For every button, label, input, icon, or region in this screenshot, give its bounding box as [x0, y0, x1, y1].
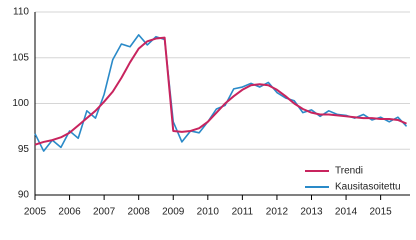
y-tick-label: 110 — [13, 7, 29, 18]
x-tick-label: 2007 — [93, 207, 116, 218]
x-tick-label: 2009 — [162, 207, 185, 218]
x-tick-label: 2013 — [300, 207, 323, 218]
x-tick-label: 2014 — [335, 207, 358, 218]
y-tick-label: 95 — [18, 144, 30, 155]
x-tick-label: 2010 — [197, 207, 220, 218]
x-tick-label: 2008 — [128, 207, 151, 218]
series-line — [34, 36, 407, 146]
x-tick-label: 2012 — [266, 207, 289, 218]
series-line — [34, 34, 408, 152]
x-tick-label: 2006 — [58, 207, 81, 218]
x-tick-label: 2005 — [24, 207, 47, 218]
x-tick-label: 2011 — [232, 207, 254, 218]
legend-label: Kausitasoitettu — [335, 182, 401, 193]
y-tick-label: 100 — [12, 98, 29, 109]
chart: 90 95 100 105 110 2005 2006 2007 2008 2009 2010 201… — [12, 7, 410, 218]
y-tick-label: 90 — [18, 190, 30, 201]
y-tick-label: 105 — [12, 52, 29, 63]
legend-label: Trendi — [335, 166, 363, 177]
x-tick-label: 2015 — [369, 207, 392, 218]
